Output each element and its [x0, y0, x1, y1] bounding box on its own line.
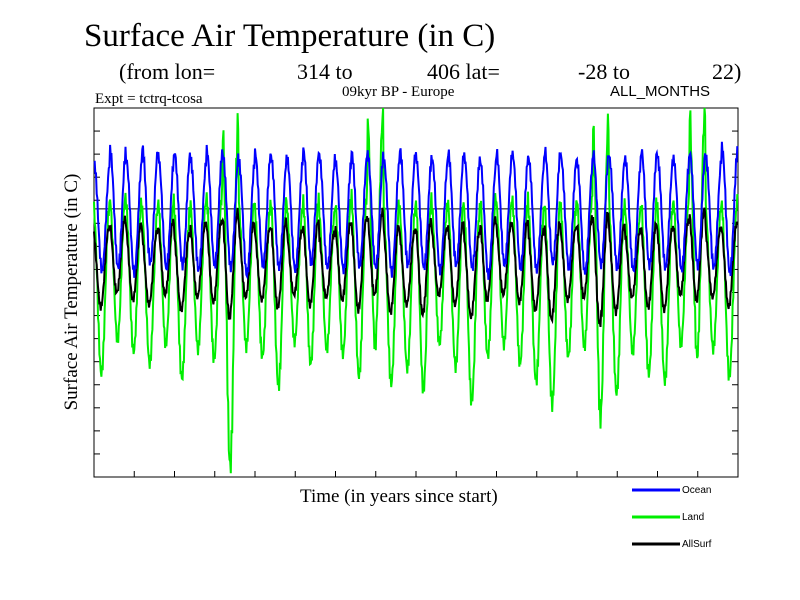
- legend-label-land: Land: [682, 512, 705, 523]
- series-line-ocean: [93, 141, 739, 280]
- scenario-label: 09kyr BP - Europe: [342, 84, 455, 100]
- lon-start-value: 314 to: [297, 59, 353, 84]
- x-axis-label: Time (in years since start): [300, 486, 498, 507]
- experiment-label: Expt = tctrq-tcosa: [95, 91, 203, 107]
- legend-label-allsurf: AllSurf: [682, 539, 712, 550]
- series-line-allsurf: [93, 207, 739, 328]
- lon-from-label: (from lon=: [119, 59, 216, 84]
- months-label: ALL_MONTHS: [610, 83, 711, 100]
- chart-title: Surface Air Temperature (in C): [84, 18, 496, 54]
- lat-start-value: -28 to: [578, 59, 630, 84]
- lat-end-value: 22): [712, 59, 742, 84]
- axis-ticks: [94, 130, 738, 477]
- legend: [632, 488, 680, 546]
- legend-label-ocean: Ocean: [682, 485, 712, 496]
- series-group: [93, 107, 739, 474]
- series-line-land: [93, 107, 739, 474]
- lon-end-value: 406 lat=: [427, 59, 500, 84]
